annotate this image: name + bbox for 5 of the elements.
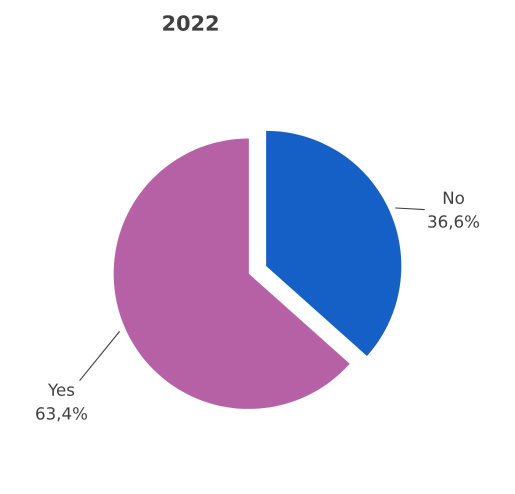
slice-label: No [444,192,464,204]
data-label: 63,4% [36,407,88,422]
data-label: 36,6% [428,215,480,230]
chart-title: 2022 [163,15,218,31]
slice-label: Yes [48,384,74,396]
